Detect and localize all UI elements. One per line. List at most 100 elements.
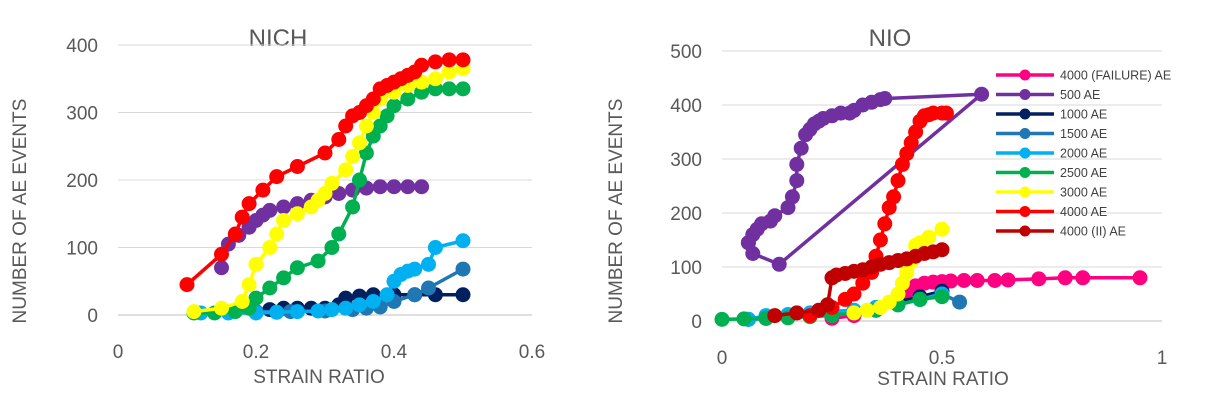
plot-area bbox=[714, 86, 1148, 327]
series-4000-ii-ae bbox=[767, 242, 950, 324]
legend-item: 1500 AE bbox=[996, 127, 1107, 141]
legend-swatch-marker bbox=[1019, 89, 1031, 100]
y-tick-label: 200 bbox=[66, 171, 98, 192]
data-point bbox=[421, 280, 436, 296]
data-point bbox=[262, 202, 278, 218]
legend-label: 2000 AE bbox=[1060, 147, 1107, 161]
data-point bbox=[846, 286, 862, 302]
data-point bbox=[455, 233, 471, 249]
data-point bbox=[934, 289, 950, 305]
data-point bbox=[427, 71, 443, 87]
data-point bbox=[241, 277, 257, 293]
x-tick-label: 1 bbox=[1157, 348, 1168, 369]
data-point bbox=[793, 140, 809, 156]
data-point bbox=[921, 229, 937, 245]
legend: 4000 (FAILURE) AE 500 AE 1000 AE 1500 AE 200… bbox=[996, 69, 1171, 239]
legend-swatch-marker bbox=[1019, 108, 1031, 120]
data-point bbox=[214, 300, 229, 316]
data-point bbox=[338, 300, 354, 316]
data-point bbox=[310, 303, 326, 319]
y-tick-label: 100 bbox=[66, 239, 98, 260]
data-point bbox=[938, 105, 954, 121]
data-point bbox=[324, 302, 340, 318]
y-tick-labels: 0 100 200 300 400 500 bbox=[670, 42, 702, 333]
data-point bbox=[1031, 271, 1047, 287]
data-point bbox=[455, 287, 471, 303]
gridlines bbox=[722, 50, 1162, 322]
legend-swatch-marker bbox=[1019, 186, 1031, 198]
x-axis-label: STRAIN RATIO bbox=[877, 369, 1009, 390]
data-point bbox=[820, 297, 836, 313]
data-point bbox=[338, 162, 354, 178]
data-point bbox=[877, 91, 893, 107]
data-point bbox=[276, 199, 292, 215]
data-point bbox=[289, 206, 305, 222]
data-point bbox=[421, 256, 436, 272]
data-point bbox=[352, 172, 367, 188]
y-tick-label: 400 bbox=[66, 36, 98, 57]
data-point bbox=[846, 305, 862, 321]
data-point bbox=[859, 302, 875, 318]
x-tick-label: 0.5 bbox=[929, 348, 955, 369]
data-point bbox=[269, 304, 285, 320]
series-500-ae bbox=[740, 86, 990, 272]
legend-label: 3000 AE bbox=[1060, 186, 1107, 200]
legend-item: 2500 AE bbox=[996, 166, 1107, 180]
y-axis-label: NUMBER OF AE EVENTS bbox=[10, 99, 31, 324]
y-tick-label: 0 bbox=[691, 312, 702, 333]
legend-item: 4000 (II) AE bbox=[996, 225, 1126, 239]
data-point bbox=[324, 175, 340, 191]
legend-item: 2000 AE bbox=[996, 147, 1107, 161]
x-tick-label: 0.2 bbox=[243, 342, 269, 363]
data-point bbox=[386, 98, 402, 114]
data-point bbox=[771, 256, 787, 272]
legend-swatch-marker bbox=[1019, 147, 1031, 159]
data-point bbox=[248, 256, 264, 272]
data-point bbox=[289, 159, 305, 174]
x-tick-label: 0 bbox=[113, 342, 124, 363]
legend-item: 4000 (FAILURE) AE bbox=[996, 69, 1171, 83]
data-point bbox=[331, 226, 347, 242]
data-point bbox=[179, 277, 195, 293]
y-axis-label: NUMBER OF AE EVENTS bbox=[606, 99, 627, 324]
data-point bbox=[934, 242, 950, 258]
data-point bbox=[345, 148, 361, 164]
data-point bbox=[400, 179, 416, 195]
data-point bbox=[1000, 272, 1016, 288]
data-point bbox=[974, 86, 990, 102]
y-tick-label: 200 bbox=[670, 204, 702, 225]
legend-label: 4000 (II) AE bbox=[1060, 225, 1126, 239]
x-tick-label: 0.6 bbox=[519, 342, 545, 363]
y-tick-label: 300 bbox=[66, 104, 98, 125]
y-tick-label: 100 bbox=[670, 258, 702, 279]
data-point bbox=[427, 240, 443, 255]
data-point bbox=[214, 246, 229, 262]
legend-label: 1500 AE bbox=[1060, 127, 1107, 141]
data-point bbox=[1075, 270, 1091, 286]
legend-label: 1000 AE bbox=[1060, 108, 1107, 122]
data-point bbox=[789, 173, 805, 189]
data-point bbox=[234, 294, 250, 309]
series-3000-ae bbox=[846, 221, 950, 321]
data-point bbox=[956, 273, 972, 288]
data-point bbox=[407, 261, 423, 277]
data-point bbox=[358, 118, 374, 134]
data-point bbox=[269, 226, 285, 242]
x-tick-labels: 0 0.2 0.4 0.6 bbox=[113, 342, 546, 363]
data-point bbox=[934, 221, 950, 237]
data-point bbox=[767, 208, 783, 224]
data-point bbox=[234, 209, 250, 225]
data-point bbox=[427, 54, 443, 70]
data-point bbox=[248, 290, 264, 306]
data-point bbox=[890, 173, 906, 189]
legend-label: 500 AE bbox=[1060, 88, 1100, 102]
data-point bbox=[262, 280, 278, 296]
legend-swatch-marker bbox=[1019, 69, 1031, 81]
data-point bbox=[407, 287, 423, 303]
series-4000-ae bbox=[802, 105, 954, 324]
data-point bbox=[886, 189, 902, 205]
legend-label: 4000 AE bbox=[1060, 205, 1107, 219]
data-point bbox=[186, 304, 202, 320]
